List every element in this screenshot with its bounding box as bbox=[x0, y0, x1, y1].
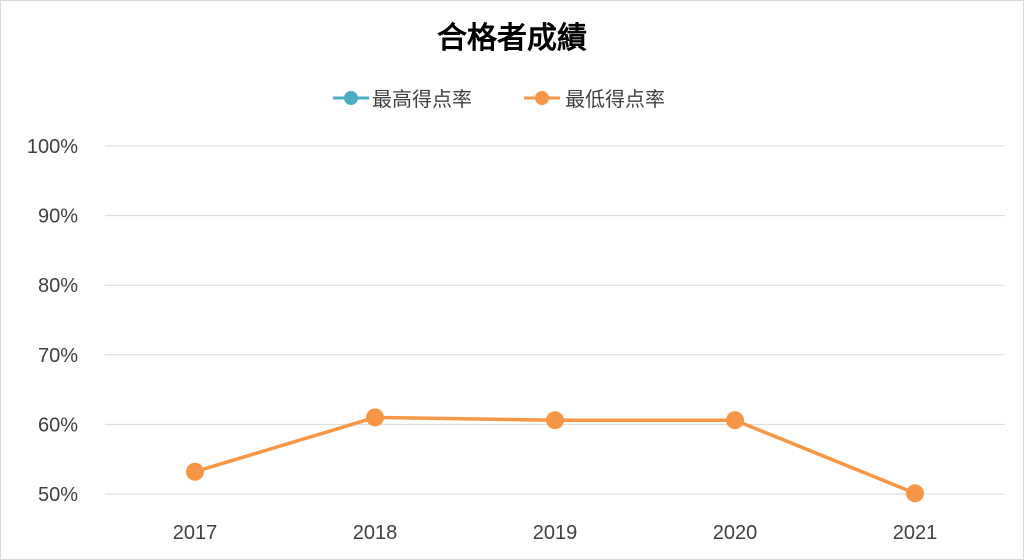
legend-item-min: 最低得点率 bbox=[524, 87, 665, 111]
y-tick-label: 80% bbox=[38, 275, 78, 297]
x-tick-label: 2019 bbox=[533, 522, 578, 544]
legend-marker-min bbox=[535, 91, 549, 105]
x-tick-label: 2021 bbox=[893, 522, 938, 544]
y-tick-label: 90% bbox=[38, 206, 78, 228]
legend-item-max: 最高得点率 bbox=[333, 87, 472, 111]
data-point-2020 bbox=[726, 411, 744, 430]
data-point-2019 bbox=[546, 411, 564, 430]
x-tick-label: 2017 bbox=[173, 522, 218, 544]
legend: 最高得点率 最低得点率 bbox=[333, 87, 665, 111]
legend-marker-max bbox=[344, 91, 358, 105]
data-point-2018 bbox=[366, 408, 384, 427]
x-tick-label: 2020 bbox=[713, 522, 758, 544]
y-tick-label: 70% bbox=[38, 345, 78, 367]
chart-title: 合格者成績 bbox=[437, 21, 587, 56]
series-points bbox=[186, 408, 924, 503]
y-tick-label: 50% bbox=[38, 484, 78, 506]
x-tick-label: 2018 bbox=[353, 522, 398, 544]
legend-label-max: 最高得点率 bbox=[372, 87, 472, 111]
x-axis-labels: 2017 2018 2019 2020 2021 bbox=[173, 522, 938, 544]
legend-label-min: 最低得点率 bbox=[565, 87, 665, 111]
y-axis-labels: 50% 60% 70% 80% 90% 100% bbox=[27, 136, 78, 506]
data-point-2017 bbox=[186, 462, 204, 481]
data-point-2021 bbox=[906, 484, 924, 503]
y-tick-label: 100% bbox=[27, 136, 78, 158]
grid-lines bbox=[105, 145, 1005, 495]
y-tick-label: 60% bbox=[38, 414, 78, 436]
